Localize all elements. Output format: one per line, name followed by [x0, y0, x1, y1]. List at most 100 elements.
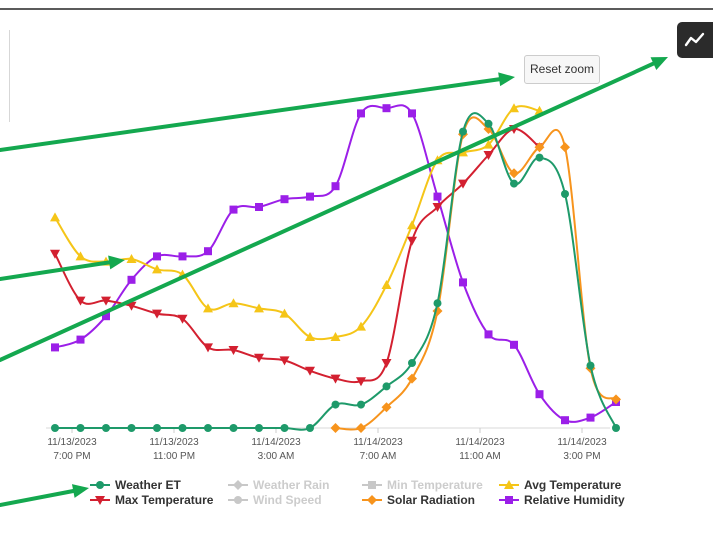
- legend-symbol-marker: [367, 495, 377, 505]
- series-line-max-temperature: [54, 127, 541, 384]
- data-point-avg-temperature: [228, 298, 239, 308]
- data-point-relative-humidity: [102, 312, 110, 321]
- legend-symbol-marker: [234, 496, 242, 504]
- data-point-weather-et: [433, 299, 442, 308]
- x-tick-label-time: 11:00 AM: [459, 451, 501, 462]
- data-point-max-temperature: [381, 359, 392, 368]
- data-point-relative-humidity: [178, 252, 187, 261]
- data-point-avg-temperature: [356, 321, 366, 331]
- data-point-solar-radiation: [381, 402, 392, 413]
- legend-item-avg-temperature[interactable]: Avg Temperature: [499, 478, 622, 492]
- legend-symbol-marker: [96, 481, 104, 489]
- data-point-weather-et: [612, 424, 620, 432]
- data-point-relative-humidity: [331, 182, 340, 191]
- arrow-to-legend: [0, 484, 89, 507]
- data-point-relative-humidity: [510, 340, 518, 349]
- series-weather-et: [51, 112, 620, 432]
- data-point-max-temperature: [407, 236, 417, 246]
- data-point-max-temperature: [458, 179, 468, 189]
- data-point-weather-et: [204, 424, 212, 432]
- legend-label: Weather ET: [115, 478, 181, 492]
- data-point-weather-et: [331, 400, 340, 409]
- data-point-weather-et: [280, 424, 289, 432]
- data-point-relative-humidity: [382, 104, 391, 113]
- data-point-weather-et: [484, 119, 493, 128]
- x-tick-label-time: 3:00 AM: [258, 451, 295, 462]
- data-point-relative-humidity: [433, 192, 442, 201]
- legend-item-weather-et[interactable]: Weather ET: [90, 478, 181, 492]
- x-tick-label-time: 11:00 PM: [153, 451, 195, 462]
- left-panel-edge: [0, 30, 10, 122]
- data-point-relative-humidity: [255, 203, 263, 211]
- data-point-weather-et: [408, 359, 416, 367]
- legend-label: Relative Humidity: [524, 493, 625, 507]
- data-point-relative-humidity: [127, 275, 136, 284]
- data-point-solar-radiation: [407, 373, 417, 384]
- x-tick-label-date: 11/14/2023: [557, 437, 607, 448]
- data-point-avg-temperature: [254, 303, 264, 313]
- legend-label: Wind Speed: [253, 493, 322, 507]
- data-point-max-temperature: [75, 296, 86, 306]
- legend-item-max-temperature[interactable]: Max Temperature: [90, 493, 214, 507]
- legend-item-min-temperature[interactable]: Min Temperature: [362, 478, 483, 492]
- data-point-relative-humidity: [51, 343, 59, 352]
- x-tick-label-time: 7:00 AM: [360, 451, 397, 462]
- arrow-head: [108, 255, 125, 270]
- data-point-weather-et: [229, 424, 238, 432]
- arrow-to-peak: [0, 72, 515, 152]
- legend-symbol-marker: [233, 480, 243, 490]
- data-point-weather-et: [178, 424, 187, 432]
- data-point-max-temperature: [203, 343, 213, 353]
- data-point-max-temperature: [126, 301, 137, 311]
- legend-symbol-marker: [504, 480, 514, 489]
- data-point-solar-radiation: [534, 142, 545, 153]
- data-point-relative-humidity: [408, 109, 416, 118]
- data-point-max-temperature: [330, 374, 341, 384]
- legend-item-weather-rain[interactable]: Weather Rain: [228, 478, 329, 492]
- x-tick-label-date: 11/13/2023: [149, 437, 199, 448]
- data-point-relative-humidity: [280, 195, 289, 204]
- data-point-avg-temperature: [407, 220, 417, 230]
- data-point-avg-temperature: [330, 332, 341, 341]
- data-point-avg-temperature: [126, 254, 137, 263]
- arrow-head: [498, 72, 515, 87]
- legend-item-relative-humidity[interactable]: Relative Humidity: [499, 493, 625, 507]
- data-point-solar-radiation: [356, 423, 366, 433]
- window-top-border: [0, 0, 713, 10]
- x-tick-label-date: 11/14/2023: [455, 437, 505, 448]
- chart-menu-button[interactable]: [677, 22, 713, 58]
- data-point-max-temperature: [305, 366, 315, 376]
- legend-symbol-marker: [368, 481, 376, 489]
- data-point-avg-temperature: [50, 212, 60, 222]
- legend-label: Avg Temperature: [524, 478, 622, 492]
- legend-label: Min Temperature: [387, 478, 483, 492]
- arrow-to-humidity: [0, 255, 125, 281]
- series-layer: [50, 103, 621, 433]
- data-point-weather-et: [510, 179, 518, 188]
- data-point-max-temperature: [279, 356, 290, 366]
- data-point-relative-humidity: [306, 192, 314, 201]
- x-tick-label-date: 11/14/2023: [251, 437, 301, 448]
- legend-item-wind-speed[interactable]: Wind Speed: [228, 493, 322, 507]
- data-point-avg-temperature: [509, 103, 519, 113]
- data-point-weather-et: [51, 424, 59, 432]
- data-point-avg-temperature: [279, 308, 290, 318]
- data-point-weather-et: [153, 424, 161, 432]
- x-tick-label-date: 11/14/2023: [353, 437, 403, 448]
- arrow-head: [650, 57, 668, 70]
- data-point-solar-radiation: [330, 423, 341, 433]
- data-point-avg-temperature: [203, 303, 213, 313]
- arrow-to-menu-button: [0, 57, 668, 362]
- data-point-max-temperature: [101, 296, 111, 306]
- legend-item-solar-radiation[interactable]: Solar Radiation: [362, 493, 475, 507]
- data-point-weather-et: [255, 424, 263, 432]
- data-point-avg-temperature: [305, 332, 315, 341]
- reset-zoom-button[interactable]: Reset zoom: [524, 55, 600, 84]
- series-line-relative-humidity: [54, 104, 617, 423]
- data-point-relative-humidity: [229, 205, 238, 214]
- trend-line-icon: [684, 32, 705, 47]
- data-point-weather-et: [586, 361, 595, 370]
- legend[interactable]: Weather ET Weather Rain Min Temperature Avg…: [90, 478, 625, 507]
- data-point-solar-radiation: [509, 168, 519, 179]
- data-point-avg-temperature: [483, 139, 494, 149]
